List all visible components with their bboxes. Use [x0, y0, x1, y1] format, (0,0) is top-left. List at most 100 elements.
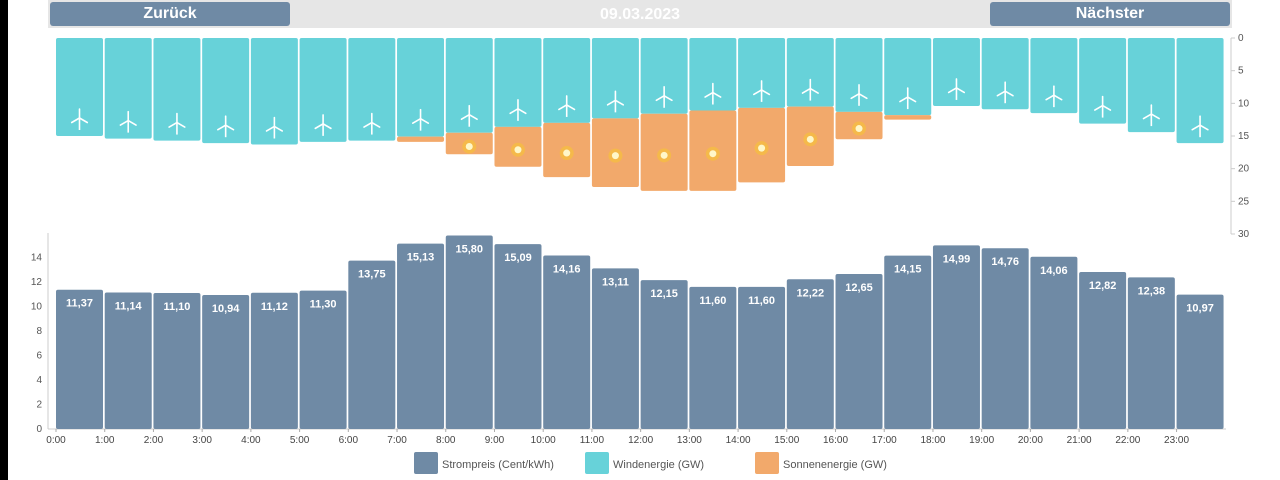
energy-hour-group	[1079, 38, 1127, 124]
wind-turbine-icon	[947, 78, 966, 100]
energy-y-tick-label: 30	[1238, 229, 1250, 240]
wind-bar	[1030, 38, 1078, 114]
price-hour-group: 11,10 2:00	[144, 293, 201, 446]
x-tick-label: 19:00	[969, 435, 994, 446]
turbine-blade	[371, 121, 381, 128]
energy-hour-group	[104, 38, 152, 139]
turbine-blade	[858, 93, 868, 100]
sun-core	[563, 149, 571, 157]
price-hour-group: 12,15 12:00	[628, 280, 688, 446]
energy-y-tick-label: 25	[1238, 196, 1250, 207]
date-navigation: Zurück 09.03.2023 Nächster	[48, 0, 1232, 28]
price-hour-group: 15,80 8:00	[436, 235, 493, 446]
price-hour-group: 11,37 0:00	[46, 289, 103, 446]
solar-bar	[397, 136, 445, 142]
turbine-blade	[606, 99, 617, 106]
price-hour-group: 10,97 23:00	[1164, 294, 1224, 446]
price-data-label: 11,14	[115, 301, 143, 313]
x-tick-label: 22:00	[1115, 435, 1140, 446]
x-tick-label: 20:00	[1018, 435, 1043, 446]
x-tick-label: 23:00	[1164, 435, 1189, 446]
turbine-blade	[119, 119, 130, 126]
price-data-label: 11,37	[66, 298, 93, 310]
price-hour-group: 13,11 11:00	[580, 268, 639, 446]
x-tick-label: 12:00	[628, 435, 653, 446]
back-button[interactable]: Zurück	[50, 2, 290, 26]
sun-core	[514, 146, 522, 154]
price-bar	[1176, 294, 1224, 429]
energy-hour-group	[299, 38, 347, 142]
wind-turbine-icon	[850, 84, 868, 106]
price-bar	[543, 255, 591, 429]
price-bar	[299, 290, 347, 429]
energy-hour-group	[738, 38, 786, 183]
energy-hour-group	[1127, 38, 1175, 133]
solar-bar	[884, 115, 932, 120]
legend-label: Strompreis (Cent/kWh)	[442, 459, 554, 471]
turbine-blade	[947, 87, 958, 94]
price-bar	[445, 235, 493, 429]
wind-turbine-icon	[606, 90, 625, 113]
wind-bar	[932, 38, 980, 106]
wind-bar	[1127, 38, 1175, 133]
price-data-label: 12,22	[797, 287, 825, 299]
x-tick-label: 14:00	[726, 435, 751, 446]
turbine-blade	[565, 104, 576, 111]
turbine-blade	[460, 113, 471, 121]
x-tick-label: 8:00	[436, 435, 456, 446]
wind-bar	[56, 38, 103, 136]
wind-bar	[786, 38, 834, 107]
wind-bar	[299, 38, 347, 142]
price-bar	[640, 280, 688, 429]
next-button[interactable]: Nächster	[990, 2, 1230, 26]
turbine-blade	[509, 108, 519, 115]
sun-core	[660, 151, 668, 159]
turbine-blade	[801, 87, 812, 94]
price-bar	[202, 294, 250, 429]
energy-hour-group	[1030, 38, 1078, 114]
legend-item: Windenergie (GW)	[585, 452, 704, 474]
energy-hour-group	[445, 38, 493, 155]
wind-turbine-icon	[558, 95, 576, 117]
wind-bar	[640, 38, 688, 114]
price-y-tick-label: 4	[36, 375, 42, 386]
price-hour-group: 14,15 17:00	[872, 255, 932, 446]
energy-hour-group	[543, 38, 591, 178]
price-hour-group: 11,12 4:00	[241, 292, 298, 446]
wind-bar	[202, 38, 250, 144]
legend-swatch	[585, 452, 609, 474]
sun-core	[709, 150, 717, 158]
energy-hour-group	[494, 38, 542, 167]
price-bar	[56, 289, 103, 429]
price-hour-group: 11,14 1:00	[95, 292, 152, 446]
energy-hour-group	[202, 38, 250, 144]
price-data-label: 14,06	[1040, 265, 1068, 277]
sun-core	[806, 135, 814, 143]
wind-turbine-icon	[509, 99, 527, 121]
x-tick-label: 2:00	[144, 435, 164, 446]
wind-turbine-icon	[801, 78, 819, 101]
wind-turbine-icon	[411, 108, 430, 131]
price-bar	[348, 260, 396, 429]
wind-turbine-icon	[996, 81, 1014, 104]
turbine-blade	[176, 121, 186, 128]
wind-bar	[1176, 38, 1224, 144]
wind-bar	[348, 38, 396, 141]
wind-turbine-icon	[363, 112, 381, 135]
wind-bar	[835, 38, 883, 112]
price-data-label: 15,80	[455, 243, 483, 255]
energy-hour-group	[786, 38, 834, 167]
energy-y-tick-label: 15	[1238, 131, 1250, 142]
turbine-blade	[1142, 113, 1153, 120]
legend-swatch	[414, 452, 438, 474]
turbine-blade	[712, 91, 722, 98]
price-hour-group: 14,06 20:00	[1018, 256, 1078, 446]
price-hour-group: 10,94 3:00	[192, 294, 250, 446]
energy-y-tick-label: 10	[1238, 98, 1250, 109]
price-bar	[1030, 256, 1078, 429]
x-tick-label: 13:00	[677, 435, 702, 446]
price-data-label: 15,13	[407, 252, 435, 264]
legend-label: Windenergie (GW)	[613, 459, 704, 471]
price-hour-group: 15,13 7:00	[387, 243, 445, 446]
price-bar	[835, 274, 883, 429]
